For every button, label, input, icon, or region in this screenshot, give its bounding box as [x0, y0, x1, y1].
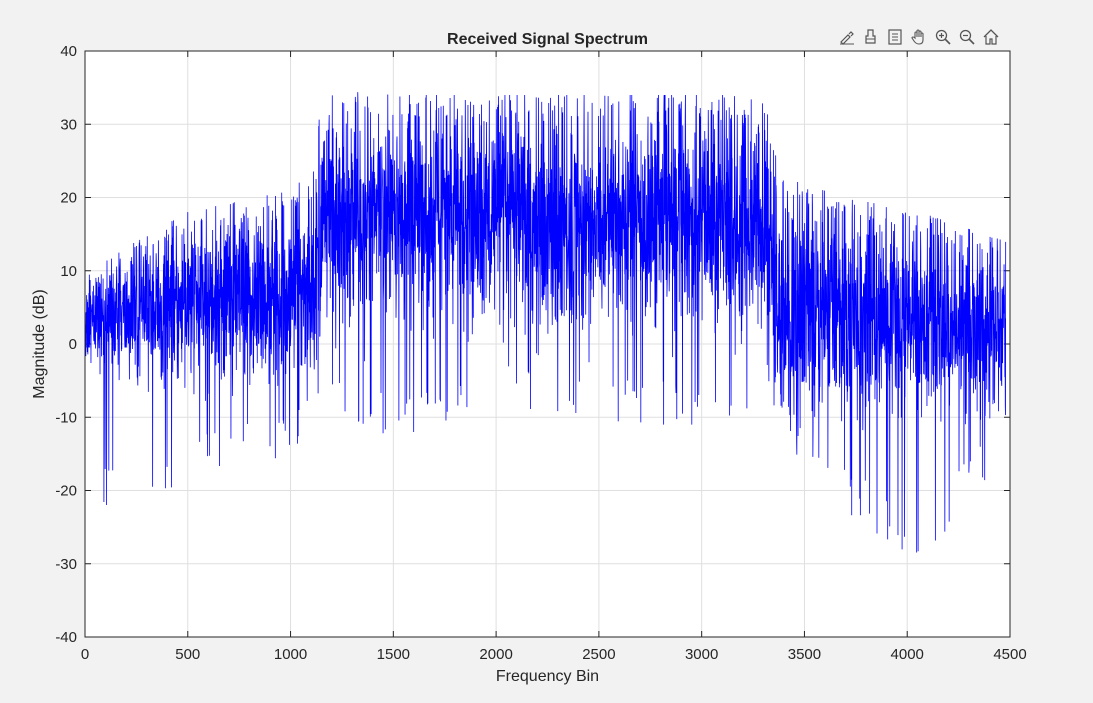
y-tick-label: -20: [55, 483, 77, 500]
y-tick-label: -10: [55, 409, 77, 426]
x-tick-labels: 0 500 1000 1500 2000 2500 3000 3500 4000 4500: [81, 646, 1027, 663]
y-axis-label: Magnitude (dB): [31, 289, 48, 398]
x-tick-label: 1500: [377, 646, 410, 663]
x-tick-label: 3500: [788, 646, 821, 663]
y-tick-label: -40: [55, 629, 77, 646]
brush-icon[interactable]: [836, 26, 858, 48]
y-tick-label: 30: [60, 116, 77, 133]
zoom-out-icon[interactable]: [956, 26, 978, 48]
zoom-in-icon[interactable]: [932, 26, 954, 48]
grid: [84, 50, 1011, 638]
y-tick-labels: -40 -30 -20 -10 0 10 20 30 40: [55, 43, 77, 646]
x-tick-label: 2500: [582, 646, 615, 663]
y-tick-label: 40: [60, 43, 77, 60]
x-tick-label: 3000: [685, 646, 718, 663]
y-tick-label: -30: [55, 556, 77, 573]
x-axis-label: Frequency Bin: [496, 668, 599, 685]
signal-spectrum-line: [85, 92, 1007, 553]
y-tick-label: 0: [69, 336, 77, 353]
axes-box: [84, 50, 1011, 638]
data-tips-icon[interactable]: [860, 26, 882, 48]
x-tick-label: 1000: [274, 646, 307, 663]
home-icon[interactable]: [980, 26, 1002, 48]
axes-toolbar: [836, 26, 1002, 48]
x-tick-label: 2000: [479, 646, 512, 663]
tick-marks: [84, 50, 1011, 638]
plot-area: [85, 51, 1010, 637]
chart-title: Received Signal Spectrum: [447, 31, 648, 48]
x-tick-label: 500: [175, 646, 200, 663]
legend-icon[interactable]: [884, 26, 906, 48]
pan-hand-icon[interactable]: [908, 26, 930, 48]
y-tick-label: 20: [60, 190, 77, 207]
x-tick-label: 4000: [891, 646, 924, 663]
x-tick-label: 0: [81, 646, 89, 663]
y-tick-label: 10: [60, 263, 77, 280]
x-tick-label: 4500: [993, 646, 1026, 663]
